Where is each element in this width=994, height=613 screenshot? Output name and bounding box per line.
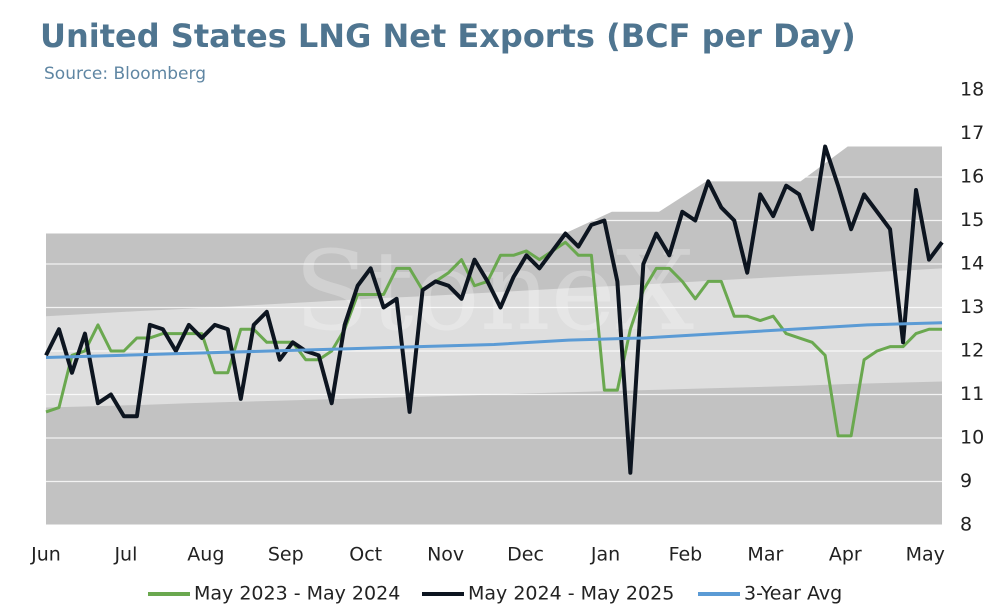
y-tick-label: 11 [960,383,984,405]
x-tick-label: Jul [113,544,137,566]
x-tick-label: Jun [30,544,61,566]
legend-label: May 2023 - May 2024 [194,583,400,605]
x-tick-label: Mar [747,544,783,566]
x-tick-label: Sep [268,544,304,566]
legend-item: May 2024 - May 2025 [422,583,674,605]
y-tick-label: 12 [960,340,984,362]
chart-subtitle: Source: Bloomberg [44,64,206,84]
y-tick-label: 13 [960,296,984,318]
legend-item: May 2023 - May 2024 [148,583,400,605]
x-tick-label: Oct [349,544,382,566]
y-tick-label: 14 [960,253,984,275]
series-line [45,321,943,360]
chart-title: United States LNG Net Exports (BCF per D… [40,17,856,55]
x-tick-label: Nov [427,544,464,566]
y-tick-label: 8 [960,514,972,536]
legend-label: 3-Year Avg [744,583,842,605]
y-tick-label: 10 [960,427,984,449]
y-tick-label: 17 [960,122,984,144]
y-tick-label: 9 [960,470,972,492]
x-tick-label: Feb [669,544,703,566]
x-tick-label: Dec [507,544,544,566]
y-tick-label: 15 [960,209,984,231]
range-band [46,268,942,408]
y-tick-label: 18 [960,79,984,101]
x-tick-label: Jan [590,544,620,566]
series-line [44,144,944,475]
x-tick-label: May [906,544,945,566]
legend-item: 3-Year Avg [698,583,842,605]
x-tick-label: Aug [187,544,224,566]
legend-label: May 2024 - May 2025 [468,583,674,605]
x-tick-label: Apr [829,544,862,566]
y-tick-label: 16 [960,166,984,188]
